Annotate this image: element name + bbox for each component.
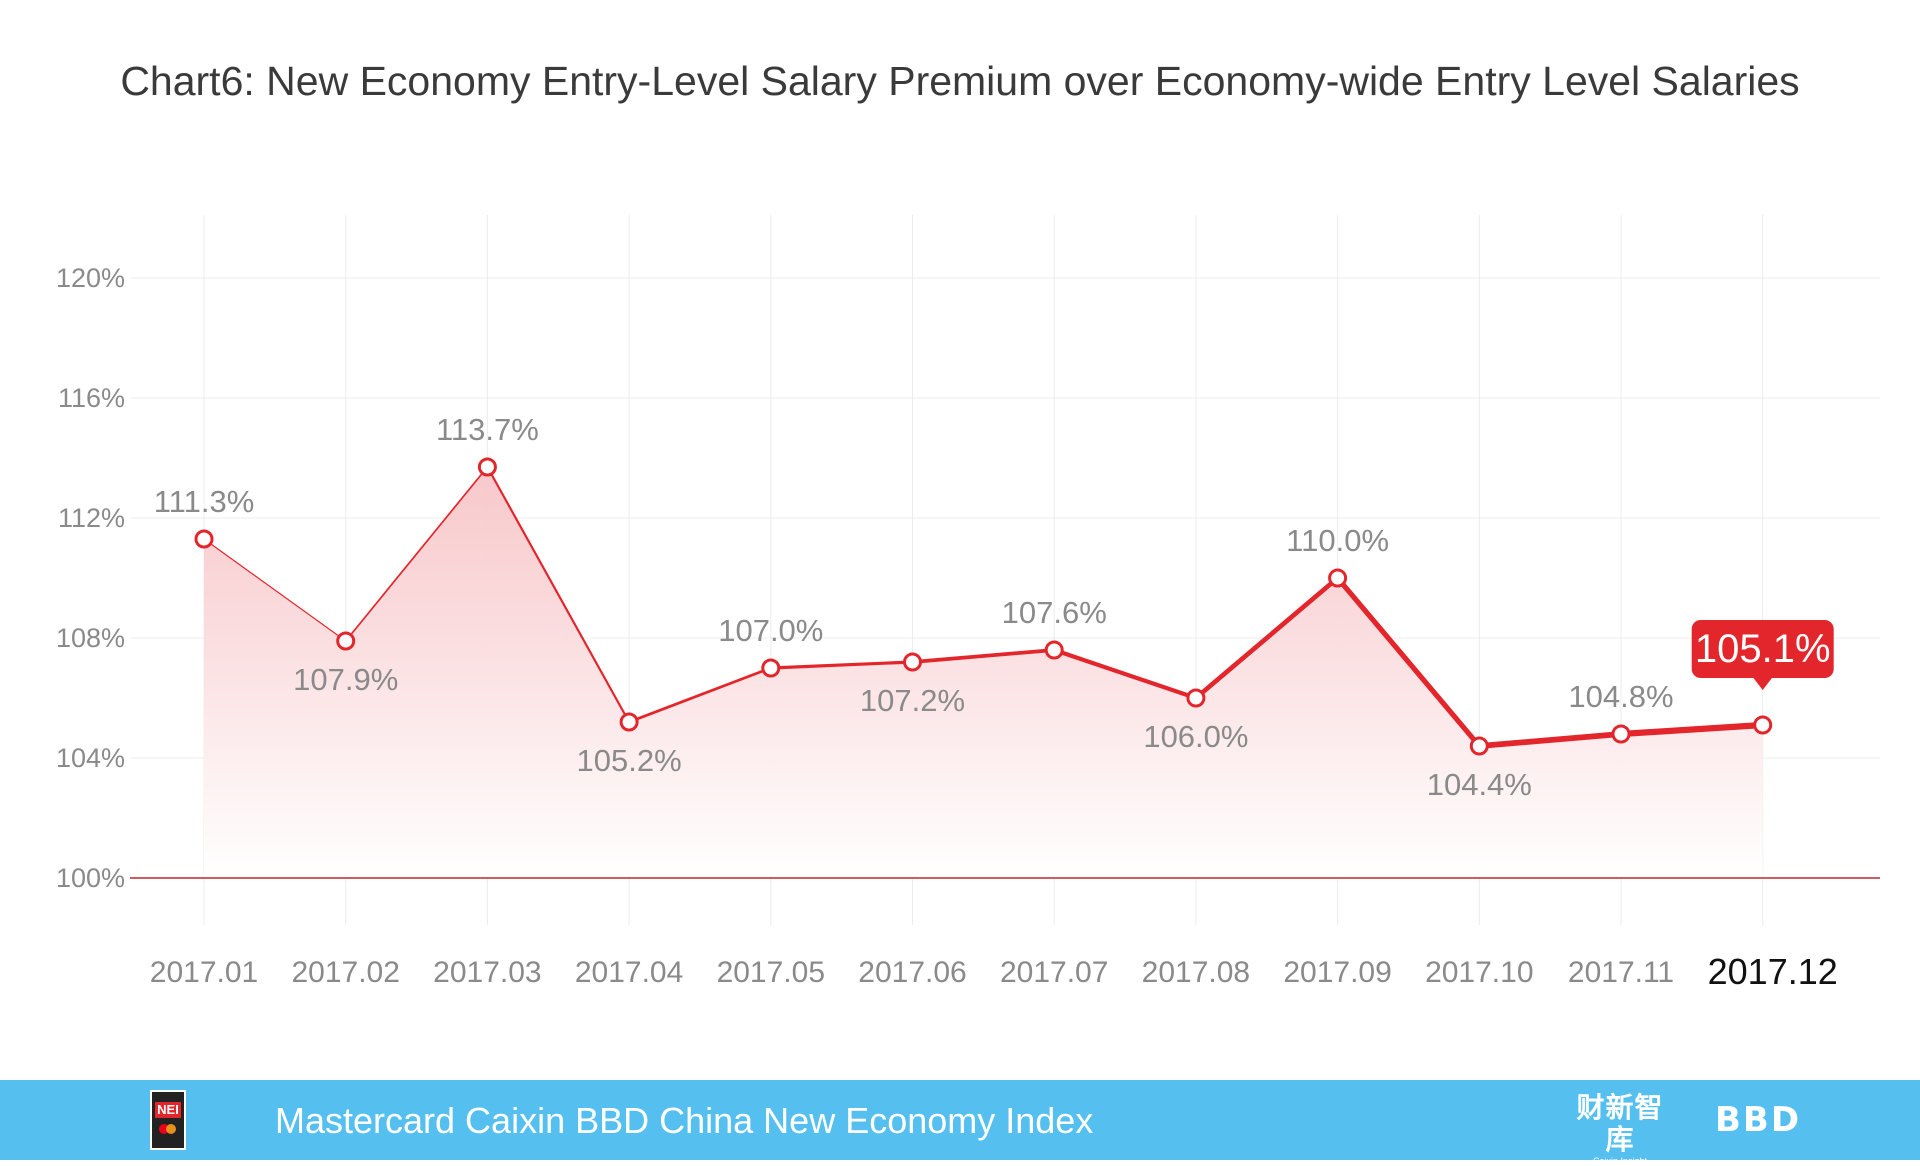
line-segment [1193,575,1340,701]
data-point [336,631,356,651]
callout-box [1691,620,1834,678]
y-tick-label: 104% [56,743,125,773]
line-segment [1617,721,1766,738]
data-point [619,712,639,732]
x-tick-label: 2017.09 [1283,956,1391,989]
data-point [1328,568,1348,588]
caixin-logo-cn: 财新智库 [1576,1092,1664,1155]
footer-bar: NEI Mastercard Caixin BBD China New Econ… [0,1080,1920,1166]
data-label: 110.0% [1286,523,1389,558]
data-point [1186,688,1206,708]
line-chart: 100% 104% 108% 112% 116% 120% 2017.01 2017.02 20… [56,215,1880,992]
x-tick-label: 2017.06 [858,956,966,989]
x-tick-label: 2017.01 [150,956,258,989]
x-tick-label: 2017.02 [291,956,399,989]
x-tick-label: 2017.04 [575,956,683,989]
chart-title: Chart6: New Economy Entry-Level Salary P… [120,58,1800,104]
line-segment [1052,647,1199,701]
line-segment [910,648,1057,664]
data-point [194,529,214,549]
data-point [1044,640,1064,660]
caixin-logo-en: Caixin Insight [1592,1156,1648,1166]
data-point [761,658,781,678]
nei-logo: NEI [150,1090,186,1150]
highlight-callout: 105.1% [1691,620,1834,690]
data-point [1611,724,1631,744]
data-point [1753,715,1773,735]
callout-pointer [1752,677,1773,690]
data-point [903,652,922,672]
footer-title: Mastercard Caixin BBD China New Economy … [275,1100,1094,1141]
data-point [1469,736,1489,756]
data-label: 107.9% [293,662,398,697]
line-segment [769,660,915,670]
y-tick-label: 108% [56,623,125,653]
nei-logo-text: NEI [155,1102,181,1118]
bbd-logo: BBD [1715,1100,1802,1140]
y-tick-label: 120% [56,263,125,293]
line-segment [344,466,489,642]
line-segment [627,666,773,724]
x-tick-label: 2017.05 [717,956,825,989]
x-tick-label: 2017.11 [1568,956,1674,989]
line-segment [203,538,347,642]
data-label: 106.0% [1143,719,1248,754]
data-label: 107.6% [1002,595,1107,630]
y-tick-label: 112% [58,503,125,533]
line-segment [1476,731,1624,749]
y-tick-label: 100% [56,863,125,893]
caixin-insight-logo: 财新智库 Caixin Insight [1565,1092,1675,1166]
line-segment [1334,575,1482,749]
data-point [477,457,497,477]
line-segment [486,465,631,724]
x-tick-label: 2017.08 [1142,956,1250,989]
x-tick-label: 2017.03 [433,956,541,989]
y-tick-label: 116% [58,383,125,413]
data-label: 111.3% [154,484,255,519]
mastercard-icon [159,1124,177,1134]
x-tick-label-highlight: 2017.12 [1708,951,1838,992]
x-tick-label: 2017.07 [1000,956,1108,989]
data-label: 104.8% [1568,679,1673,714]
data-label: 107.0% [718,613,823,648]
x-tick-label: 2017.10 [1425,956,1533,989]
area-fill [204,467,1763,878]
data-label: 105.2% [577,743,682,778]
data-label: 113.7% [436,412,539,447]
data-label-highlight: 105.1% [1695,627,1831,671]
data-label: 104.4% [1427,767,1532,802]
data-label: 107.2% [860,683,965,718]
